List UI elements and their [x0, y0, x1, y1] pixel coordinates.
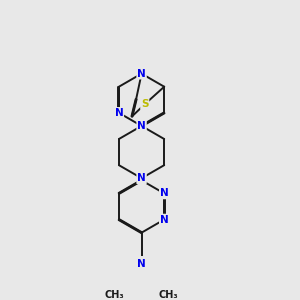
- Text: N: N: [115, 108, 123, 118]
- Text: N: N: [137, 69, 146, 79]
- Text: N: N: [160, 188, 169, 198]
- Text: N: N: [137, 259, 146, 269]
- Text: CH₃: CH₃: [105, 290, 124, 300]
- Text: N: N: [137, 173, 146, 183]
- Text: N: N: [160, 214, 169, 225]
- Text: S: S: [141, 99, 148, 109]
- Text: N: N: [137, 121, 146, 131]
- Text: CH₃: CH₃: [158, 290, 178, 300]
